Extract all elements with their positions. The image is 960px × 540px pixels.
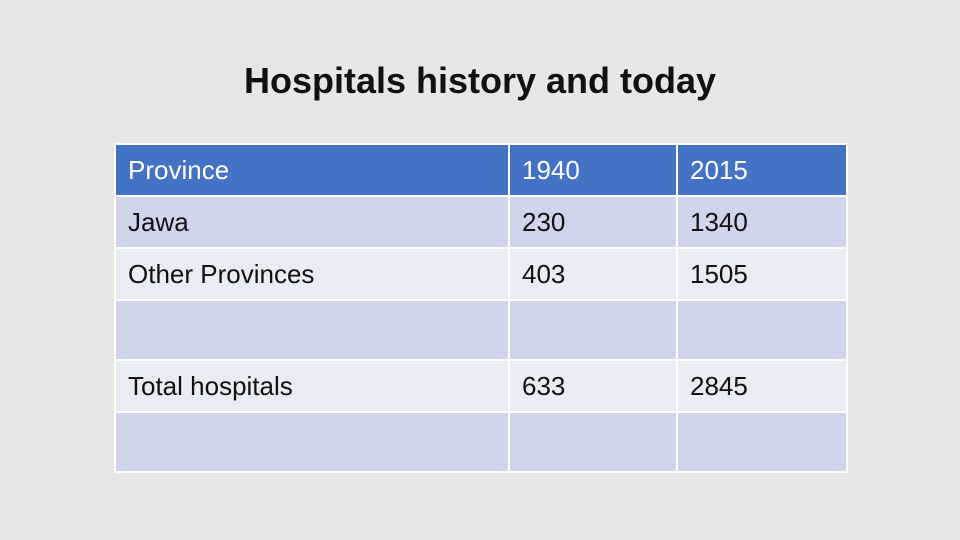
cell-2015 <box>676 411 848 473</box>
cell-2015: 2845 <box>676 359 848 413</box>
slide-title: Hospitals history and today <box>243 60 717 101</box>
cell-1940 <box>508 299 678 361</box>
cell-province: Total hospitals <box>114 359 510 413</box>
cell-2015 <box>676 299 848 361</box>
cell-1940: 230 <box>508 195 678 249</box>
table-row: Jawa 230 1340 <box>114 195 848 249</box>
hospitals-table: Province 1940 2015 Jawa 230 1340 Other P… <box>114 143 848 473</box>
cell-2015: 1505 <box>676 247 848 301</box>
header-province: Province <box>114 143 510 197</box>
cell-province: Jawa <box>114 195 510 249</box>
cell-province <box>114 411 510 473</box>
cell-province: Other Provinces <box>114 247 510 301</box>
table-row: Other Provinces 403 1505 <box>114 247 848 301</box>
cell-1940: 403 <box>508 247 678 301</box>
cell-1940 <box>508 411 678 473</box>
table-row-total: Total hospitals 633 2845 <box>114 359 848 413</box>
table-row-empty <box>114 411 848 473</box>
table-row-empty <box>114 299 848 361</box>
cell-province <box>114 299 510 361</box>
header-2015: 2015 <box>676 143 848 197</box>
table-header-row: Province 1940 2015 <box>114 143 848 197</box>
cell-2015: 1340 <box>676 195 848 249</box>
cell-1940: 633 <box>508 359 678 413</box>
header-1940: 1940 <box>508 143 678 197</box>
